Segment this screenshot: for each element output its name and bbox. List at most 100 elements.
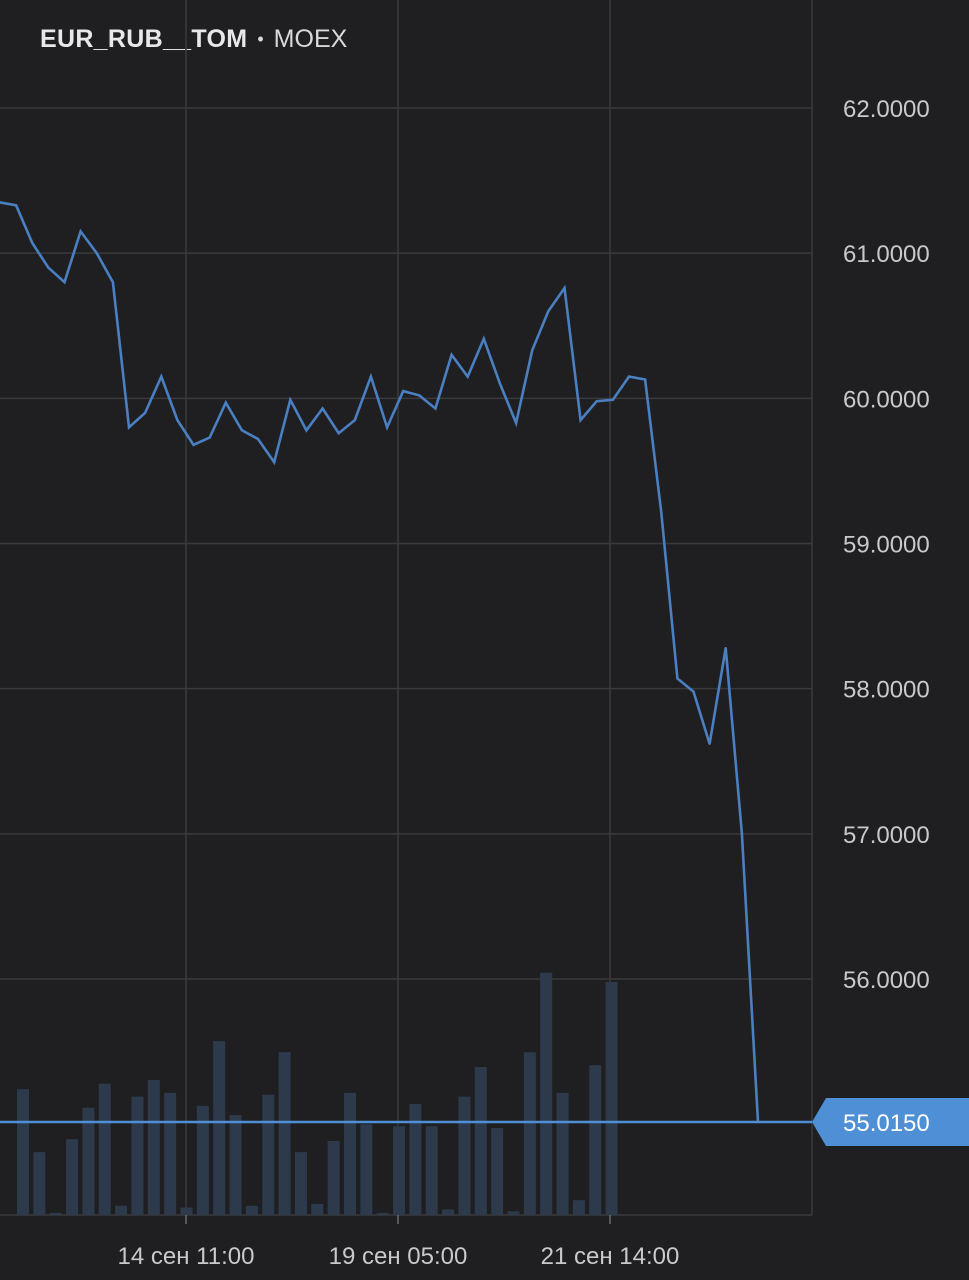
volume-bar xyxy=(115,1205,128,1215)
price-point xyxy=(176,418,179,422)
price-point xyxy=(143,411,147,415)
price-point xyxy=(643,378,647,381)
volume-bar xyxy=(572,1200,585,1215)
price-point xyxy=(369,375,373,378)
price-point xyxy=(660,510,663,513)
price-point xyxy=(240,429,244,432)
volume-bar xyxy=(474,1067,487,1215)
volume-bar xyxy=(294,1152,307,1215)
volume-bar xyxy=(442,1209,455,1215)
price-point xyxy=(0,201,2,204)
volume-bar xyxy=(523,1052,536,1215)
volume-bar xyxy=(507,1211,520,1215)
price-point xyxy=(434,407,437,410)
x-tick-label: 21 сен 14:00 xyxy=(541,1243,680,1270)
volume-bar xyxy=(17,1089,29,1215)
price-point xyxy=(111,281,115,284)
volume-bar xyxy=(311,1203,324,1215)
price-point xyxy=(450,353,453,356)
price-point xyxy=(676,677,679,680)
y-tick-label: 58.0000 xyxy=(843,677,930,704)
x-tick-label: 19 сен 05:00 xyxy=(329,1243,468,1270)
price-point xyxy=(385,426,389,429)
y-tick-label: 62.0000 xyxy=(843,96,930,123)
volume-bar xyxy=(344,1092,356,1215)
x-tick-label: 14 сен 11:00 xyxy=(118,1243,255,1270)
price-point xyxy=(160,375,163,378)
price-point xyxy=(724,646,727,650)
price-point xyxy=(418,394,421,397)
price-point xyxy=(353,418,357,422)
y-tick-label: 57.0000 xyxy=(843,822,930,849)
price-point xyxy=(14,204,18,207)
price-point xyxy=(192,443,195,446)
volume-bar xyxy=(376,1213,389,1215)
y-axis: 62.0000 61.0000 60.0000 59.0000 58.0000 57.00… xyxy=(843,96,930,994)
volume-bar xyxy=(245,1205,258,1215)
volume-bar xyxy=(278,1052,291,1215)
volume-bar xyxy=(98,1083,111,1215)
volume-bar xyxy=(131,1096,144,1215)
volume-bar xyxy=(180,1207,193,1215)
volume-bar xyxy=(425,1126,438,1215)
price-point xyxy=(611,398,615,401)
price-point xyxy=(63,281,66,284)
volume-bar xyxy=(491,1128,504,1215)
volume-bar xyxy=(360,1124,373,1215)
volume-bar xyxy=(164,1092,177,1215)
price-line xyxy=(0,201,760,1123)
price-point xyxy=(208,436,211,439)
volume-bar xyxy=(605,981,618,1215)
price-point xyxy=(305,429,308,432)
price-point xyxy=(337,431,340,435)
line-layer xyxy=(0,201,760,1124)
volume-bar xyxy=(262,1094,275,1215)
price-point xyxy=(401,389,405,393)
volume-bar xyxy=(409,1104,422,1215)
price-point xyxy=(595,400,598,403)
grid-layer xyxy=(0,0,813,1216)
current-price-layer: 55.0150 xyxy=(0,1097,969,1146)
volume-bar xyxy=(556,1092,569,1215)
price-point xyxy=(321,407,324,410)
current-price-label: 55.0150 xyxy=(843,1110,930,1137)
price-point xyxy=(224,401,227,404)
price-point xyxy=(498,382,502,386)
y-tick-label: 56.0000 xyxy=(843,967,930,994)
price-point xyxy=(563,286,566,290)
volume-bar xyxy=(540,972,553,1215)
chart-header: EUR_RUB__TOM • MOEX xyxy=(40,22,347,56)
volume-bar xyxy=(147,1079,160,1215)
price-point xyxy=(31,241,34,245)
y-tick-label: 59.0000 xyxy=(843,532,930,559)
current-price-tag xyxy=(812,1097,969,1146)
price-point xyxy=(627,375,631,378)
price-point xyxy=(127,426,131,429)
price-point xyxy=(289,398,292,401)
price-point xyxy=(579,418,582,422)
price-point xyxy=(466,375,469,378)
volume-bar xyxy=(229,1115,242,1215)
y-tick-label: 61.0000 xyxy=(843,241,930,268)
volume-bar xyxy=(327,1141,340,1215)
price-point xyxy=(272,461,276,464)
price-point xyxy=(79,230,82,233)
volume-bar xyxy=(196,1105,209,1215)
ticker-symbol[interactable]: EUR_RUB__TOM xyxy=(40,24,248,53)
volume-bar xyxy=(33,1152,46,1215)
price-point xyxy=(482,337,486,341)
volume-bar xyxy=(49,1213,62,1215)
exchange-name: MOEX xyxy=(273,24,348,53)
price-point xyxy=(47,266,50,269)
price-point xyxy=(692,690,695,693)
volume-layer xyxy=(17,972,618,1215)
volume-bar xyxy=(82,1107,95,1215)
volume-bar xyxy=(213,1041,226,1215)
x-axis: 14 сен 11:00 19 сен 05:00 21 сен 14:00 xyxy=(118,1215,680,1270)
price-point xyxy=(514,421,518,425)
price-point xyxy=(547,310,550,313)
price-point xyxy=(95,251,98,255)
price-point xyxy=(256,437,260,441)
volume-bar xyxy=(66,1139,79,1215)
